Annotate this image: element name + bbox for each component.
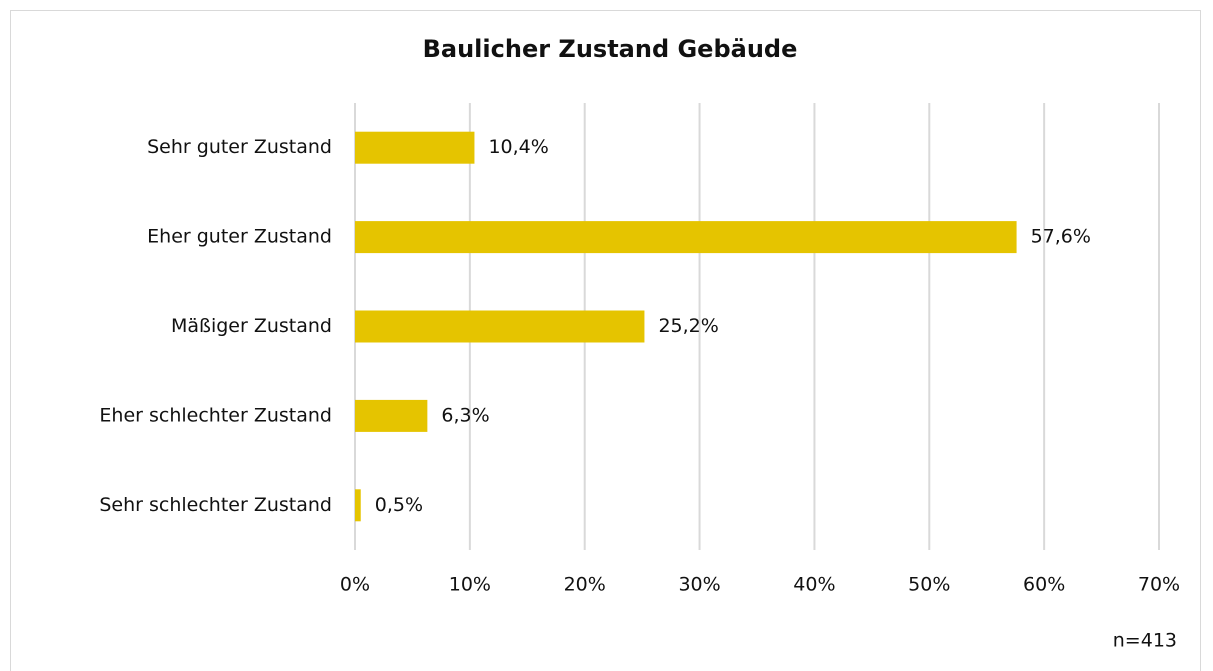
y-tick-label: Sehr schlechter Zustand (99, 494, 332, 516)
chart-title: Baulicher Zustand Gebäude (423, 35, 798, 63)
y-tick-label: Eher guter Zustand (147, 226, 332, 248)
y-tick-label: Eher schlechter Zustand (99, 404, 332, 426)
x-tick-label: 50% (908, 574, 950, 596)
bar (355, 131, 475, 164)
chart-frame (10, 10, 1201, 671)
x-tick-label: 0% (340, 574, 370, 596)
x-tick-label: 30% (678, 574, 720, 596)
bar (355, 399, 428, 432)
y-tick-label: Sehr guter Zustand (147, 136, 332, 158)
bar (355, 221, 1017, 254)
data-label: 57,6% (1031, 226, 1091, 248)
x-tick-label: 60% (1023, 574, 1065, 596)
bar (355, 489, 361, 522)
y-tick-label: Mäßiger Zustand (171, 315, 332, 337)
data-label: 6,3% (441, 404, 489, 426)
data-label: 0,5% (375, 494, 423, 516)
x-tick-label: 10% (449, 574, 491, 596)
data-label: 10,4% (488, 136, 548, 158)
x-tick-label: 70% (1138, 574, 1180, 596)
annotation: n=413 (1113, 630, 1177, 652)
x-tick-label: 40% (793, 574, 835, 596)
data-label: 25,2% (658, 315, 718, 337)
x-tick-label: 20% (564, 574, 606, 596)
bar (355, 310, 645, 343)
